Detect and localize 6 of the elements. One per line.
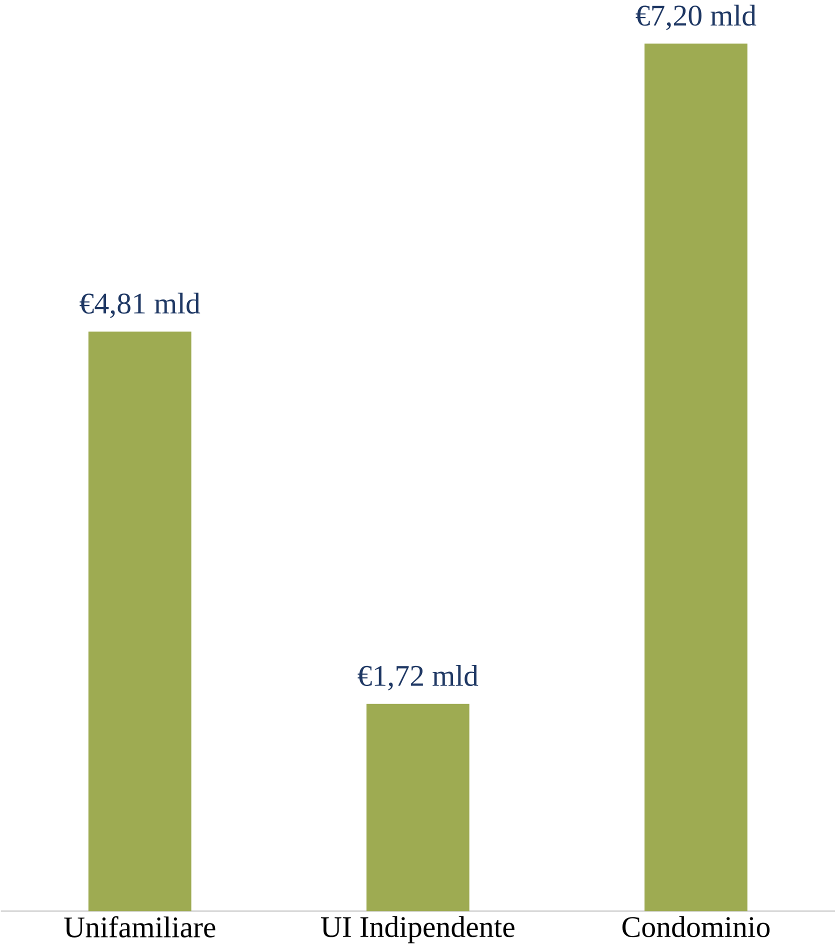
data-label: €1,72 mld bbox=[358, 664, 478, 690]
data-label: €7,20 mld bbox=[636, 4, 756, 30]
x-tick-label: Condominio bbox=[622, 916, 770, 938]
x-tick-label: UI Indipendente bbox=[321, 916, 514, 944]
data-label: €4,81 mld bbox=[80, 292, 200, 318]
x-tick-label: Unifamiliare bbox=[64, 916, 216, 938]
